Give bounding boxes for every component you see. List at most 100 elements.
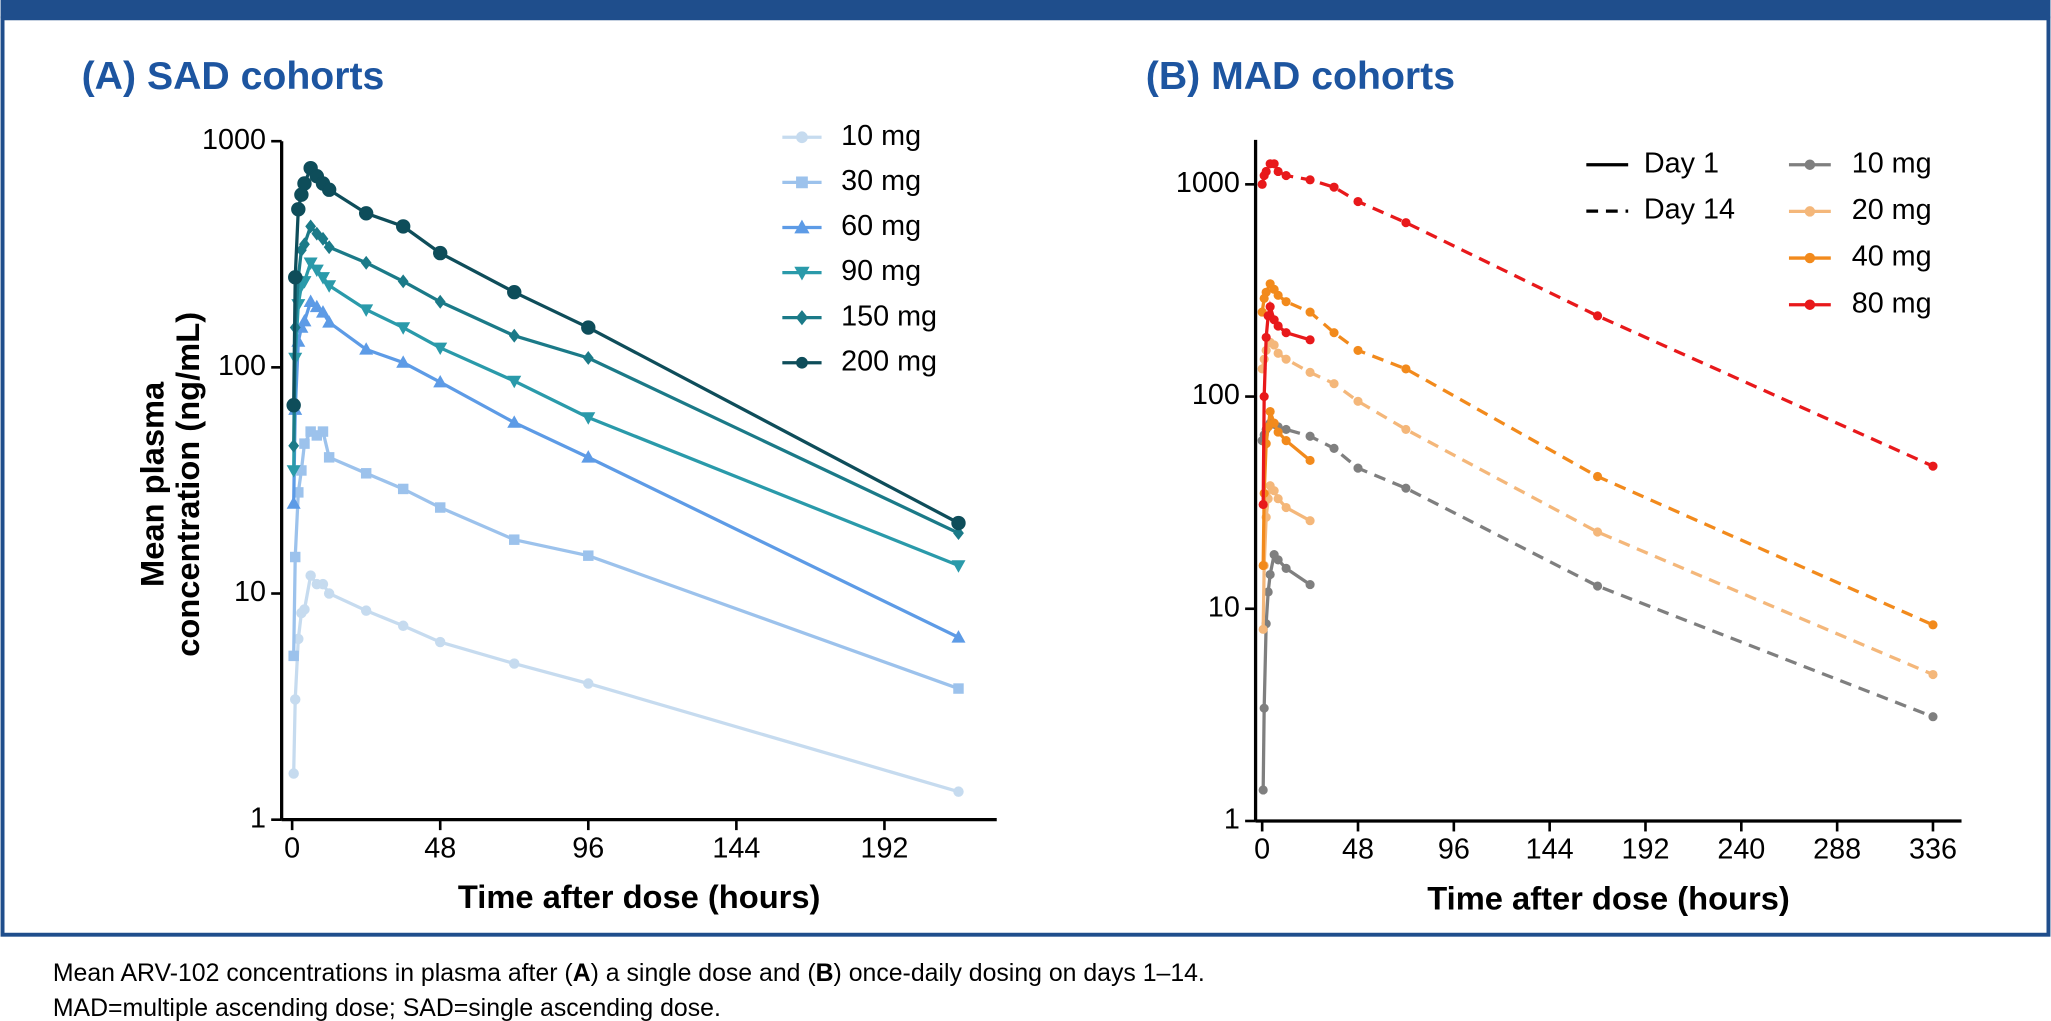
marker	[1273, 348, 1283, 358]
y-axis-label: concentration (ng/mL)	[169, 312, 206, 657]
marker	[953, 683, 964, 694]
marker	[951, 560, 966, 573]
x-tick-label: 192	[860, 832, 908, 864]
marker	[1261, 332, 1271, 342]
legend-marker	[1804, 159, 1816, 170]
marker	[951, 515, 966, 531]
marker	[309, 264, 324, 278]
marker	[1592, 471, 1603, 482]
x-tick-label: 288	[1813, 834, 1861, 866]
marker	[299, 604, 310, 615]
marker	[507, 375, 522, 389]
marker	[1305, 431, 1315, 441]
legend-marker	[1804, 206, 1816, 217]
marker	[1281, 502, 1291, 513]
marker	[297, 176, 312, 191]
marker	[1329, 182, 1339, 192]
marker	[360, 255, 372, 270]
marker	[1265, 406, 1275, 417]
marker	[1329, 379, 1339, 389]
marker	[581, 412, 596, 425]
caption-line: Mean ARV-102 concentrations in plasma af…	[53, 959, 1205, 986]
marker	[305, 219, 317, 234]
marker	[397, 483, 409, 495]
marker	[309, 299, 324, 313]
legend-label: 10 mg	[1852, 147, 1932, 179]
legend-marker	[794, 266, 810, 281]
marker	[1258, 785, 1268, 795]
marker	[1265, 302, 1275, 312]
chart-title: (A) SAD cohorts	[82, 55, 385, 98]
marker	[953, 786, 964, 797]
marker	[582, 351, 594, 365]
marker	[396, 355, 411, 368]
caption-text: B	[816, 959, 834, 986]
marker	[1281, 328, 1291, 338]
marker	[1261, 166, 1271, 177]
marker	[359, 304, 374, 317]
marker	[1281, 354, 1291, 364]
marker	[288, 650, 299, 662]
marker	[288, 768, 299, 779]
marker	[433, 342, 448, 356]
marker	[1269, 418, 1279, 428]
x-tick-label: 144	[712, 832, 760, 864]
caption-text: ) a single dose and (	[591, 959, 817, 986]
marker	[1258, 624, 1268, 634]
marker	[1273, 290, 1283, 300]
marker	[396, 322, 411, 335]
marker	[433, 374, 448, 388]
legend-marker	[796, 131, 808, 144]
marker	[1353, 396, 1363, 406]
legend-label: 90 mg	[841, 255, 921, 287]
marker	[583, 678, 594, 689]
marker	[288, 270, 303, 285]
marker	[1273, 494, 1283, 504]
x-tick-label: 96	[1438, 834, 1470, 866]
marker	[323, 452, 335, 463]
marker	[1401, 483, 1411, 493]
y-tick-label: 10	[1208, 591, 1240, 623]
marker	[1329, 443, 1339, 453]
marker	[1258, 560, 1268, 571]
legend-label: 30 mg	[841, 165, 921, 197]
marker	[286, 465, 301, 478]
marker	[299, 237, 310, 252]
caption-text: ) once-daily dosing on days 1–14.	[834, 959, 1205, 986]
marker	[434, 502, 446, 513]
caption-text: Mean ARV-102 concentrations in plasma af…	[53, 959, 574, 986]
chart-title: (B) MAD cohorts	[1146, 55, 1455, 98]
marker	[1592, 311, 1603, 321]
marker	[396, 219, 411, 234]
x-tick-label: 48	[1342, 834, 1374, 866]
y-axis-label: Mean plasma	[133, 381, 170, 587]
y-tick-label: 100	[218, 350, 266, 382]
marker	[583, 550, 594, 561]
legend-marker	[796, 356, 808, 369]
x-tick-label: 336	[1909, 834, 1957, 866]
marker	[1273, 321, 1283, 331]
caption-line: MAD=multiple ascending dose; SAD=single …	[53, 995, 721, 1021]
marker	[359, 342, 374, 355]
marker	[311, 226, 323, 241]
x-tick-label: 96	[572, 832, 604, 864]
marker	[289, 551, 301, 563]
marker	[1269, 159, 1279, 169]
marker	[951, 630, 966, 643]
marker	[1928, 712, 1938, 722]
marker	[581, 320, 596, 335]
marker	[297, 313, 312, 327]
marker	[581, 450, 596, 463]
marker	[1281, 170, 1291, 181]
legend-marker	[1804, 299, 1816, 310]
marker	[299, 438, 310, 449]
marker	[434, 294, 446, 309]
marker	[286, 496, 301, 509]
y-tick-label: 1	[1224, 804, 1240, 836]
legend-label: Day 1	[1644, 147, 1719, 179]
marker	[1305, 455, 1315, 466]
legend-label: 40 mg	[1852, 241, 1932, 273]
marker	[1305, 516, 1315, 526]
legend-marker	[795, 310, 809, 326]
